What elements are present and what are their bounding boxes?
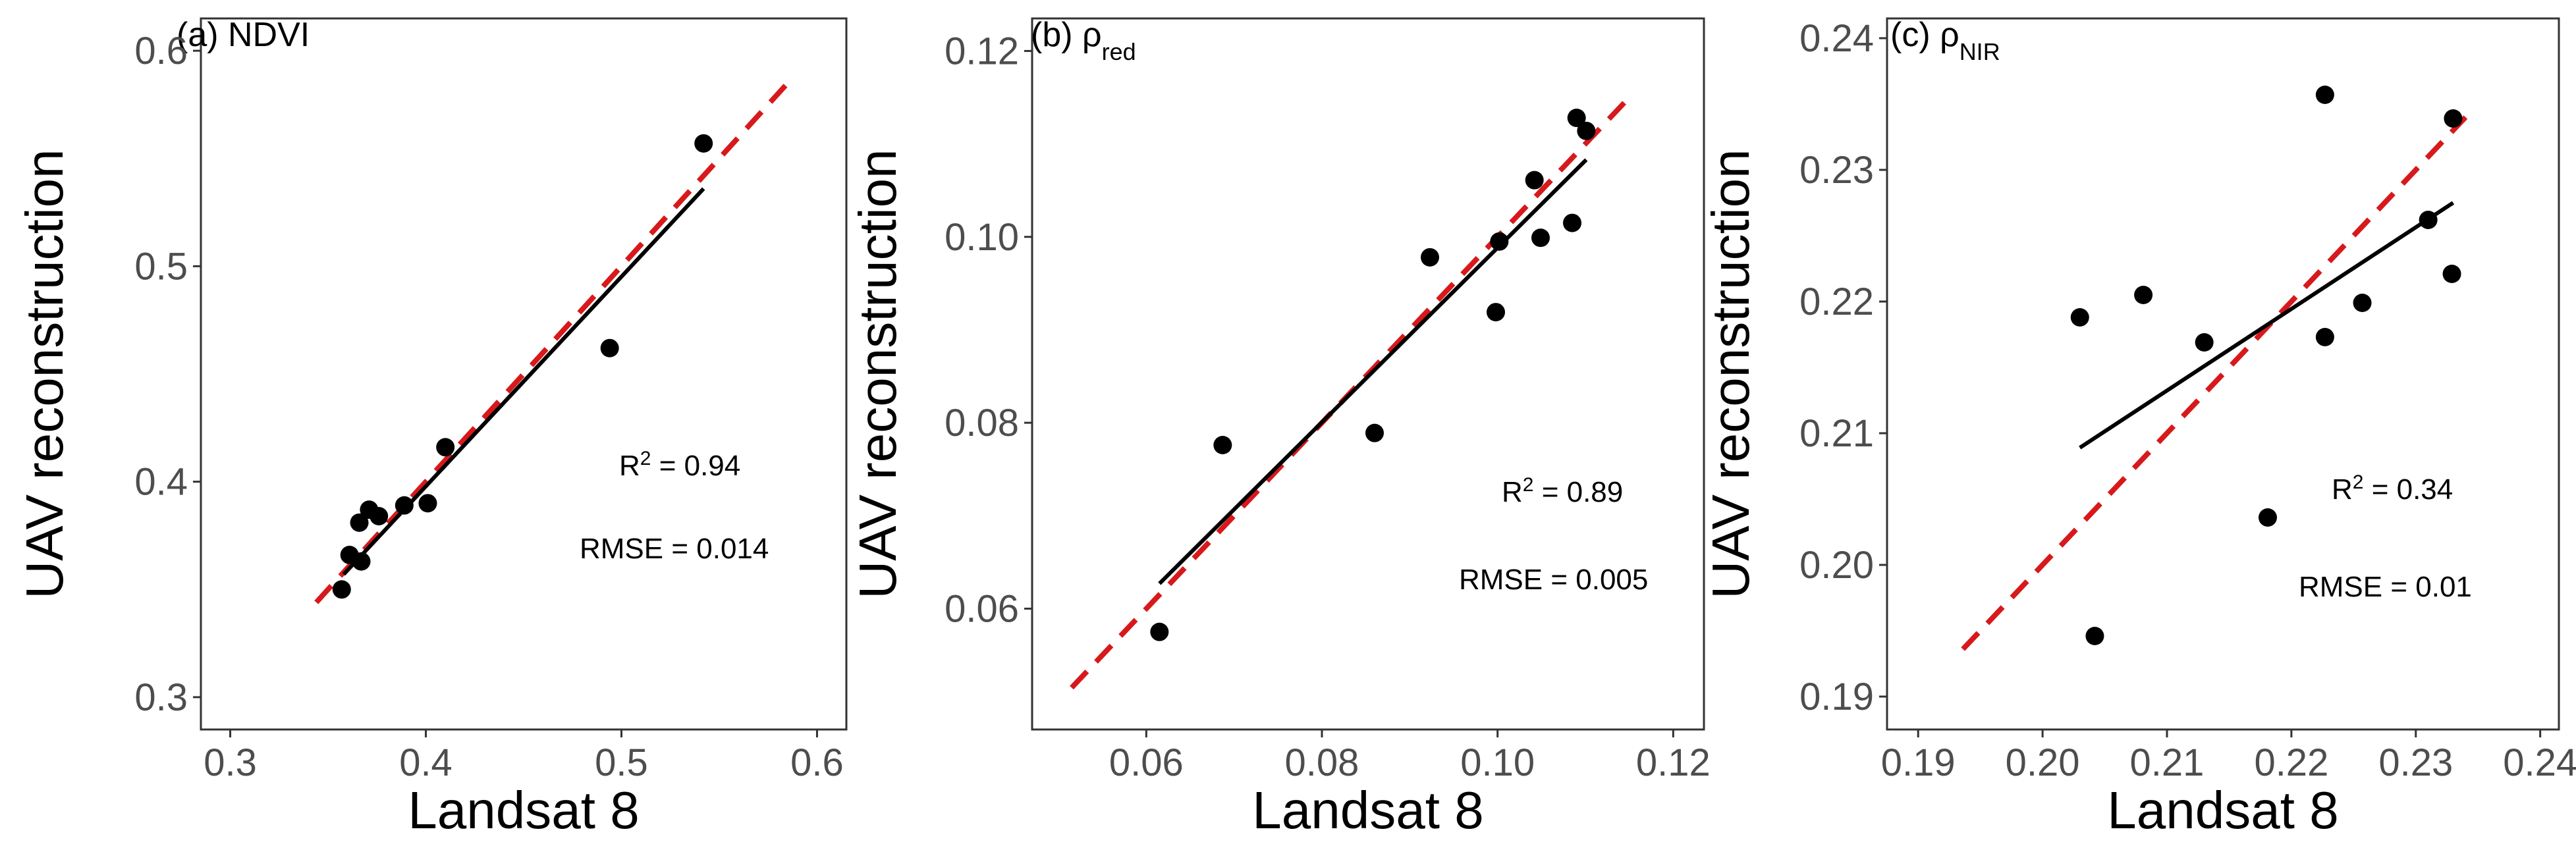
x-axis-title: Landsat 8 (1252, 781, 1483, 839)
x-tick-label: 0.3 (204, 741, 257, 784)
panel-frame (200, 17, 848, 731)
y-tick-label: 0.5 (134, 245, 188, 288)
rmse-annotation: RMSE = 0.014 (580, 533, 769, 565)
y-tick-label: 0.23 (1799, 149, 1874, 192)
y-tick-label: 0.10 (945, 216, 1019, 259)
y-tick-label: 0.3 (134, 676, 188, 719)
identity-line (1961, 115, 2468, 651)
y-tick-label: 0.08 (945, 402, 1019, 444)
data-point (1421, 248, 1439, 267)
y-tick-label: 0.20 (1799, 544, 1874, 587)
data-point (352, 552, 371, 571)
data-point (332, 580, 351, 599)
y-tick-label: 0.12 (945, 30, 1019, 72)
data-point (2315, 328, 2334, 346)
data-point (1525, 171, 1544, 190)
x-tick-label: 0.24 (2503, 741, 2576, 784)
r2-annotation: R2 = 0.34 (2332, 471, 2453, 506)
panel-ndvi: (a) NDVI Landsat 8 UAV reconstruction R2… (15, 16, 848, 839)
y-axis-title: UAV reconstruction (1701, 149, 1760, 598)
x-tick-label: 0.12 (1636, 741, 1711, 784)
data-point (2070, 308, 2089, 327)
data-point (1531, 228, 1550, 248)
x-tick-label: 0.23 (2378, 741, 2453, 784)
data-point (350, 513, 369, 532)
data-point (370, 507, 389, 525)
data-point (600, 338, 619, 358)
data-point (2134, 286, 2153, 304)
data-point (1150, 622, 1169, 641)
x-tick-label: 0.08 (1285, 741, 1359, 784)
rmse-annotation: RMSE = 0.01 (2299, 571, 2472, 603)
data-point (436, 438, 455, 457)
panel-title: (c) ρNIR (1890, 16, 2000, 65)
data-point (1577, 121, 1596, 140)
y-tick-label: 0.19 (1799, 676, 1874, 718)
panel-frame (1886, 17, 2560, 731)
y-tick-label: 0.06 (945, 587, 1019, 630)
data-point (2315, 86, 2334, 104)
data-point (418, 494, 437, 513)
r2-annotation: R2 = 0.89 (1502, 474, 1623, 509)
data-point (1365, 423, 1384, 442)
data-point (694, 134, 713, 153)
r2-annotation: R2 = 0.94 (619, 448, 740, 483)
y-tick-label: 0.22 (1799, 280, 1874, 323)
rmse-annotation: RMSE = 0.005 (1459, 564, 1648, 596)
y-tick-label: 0.4 (134, 461, 188, 504)
data-point (1490, 232, 1509, 251)
x-tick-label: 0.6 (790, 741, 844, 784)
x-tick-label: 0.4 (399, 741, 452, 784)
data-point (2195, 333, 2214, 352)
x-tick-label: 0.5 (595, 741, 648, 784)
data-point (2353, 294, 2372, 312)
panel-nir: (c) ρNIR Landsat 8 UAV reconstruction R2… (1701, 16, 2576, 839)
x-tick-label: 0.22 (2254, 741, 2328, 784)
y-tick-label: 0.21 (1799, 412, 1874, 455)
data-point (2259, 508, 2277, 527)
panel-red: (b) ρred Landsat 8 UAV reconstruction R2… (848, 16, 1711, 839)
panel-frame (1031, 17, 1705, 731)
x-tick-label: 0.06 (1109, 741, 1184, 784)
fit-line (2079, 201, 2455, 450)
x-tick-label: 0.21 (2130, 741, 2205, 784)
panel-title: (b) ρred (1031, 16, 1136, 65)
y-axis-title: UAV reconstruction (848, 149, 907, 598)
y-tick-label: 0.24 (1799, 17, 1874, 60)
data-point (2085, 627, 2104, 645)
y-axis-title: UAV reconstruction (15, 149, 74, 598)
fit-line (1158, 158, 1588, 585)
x-tick-label: 0.10 (1460, 741, 1535, 784)
x-axis-title: Landsat 8 (2107, 781, 2338, 839)
identity-line (314, 74, 796, 604)
data-point (1213, 436, 1232, 454)
x-tick-label: 0.20 (2006, 741, 2080, 784)
panel-title: (a) NDVI (177, 16, 310, 54)
data-point (1567, 109, 1586, 128)
data-point (2442, 265, 2461, 283)
data-point (1563, 213, 1581, 232)
data-point (1487, 303, 1505, 322)
x-axis-title: Landsat 8 (408, 781, 639, 839)
x-tick-label: 0.19 (1881, 741, 1956, 784)
data-point (2419, 211, 2438, 229)
data-point (2444, 109, 2463, 128)
data-point (395, 496, 414, 515)
fit-line (342, 187, 705, 576)
y-tick-label: 0.6 (134, 30, 188, 72)
